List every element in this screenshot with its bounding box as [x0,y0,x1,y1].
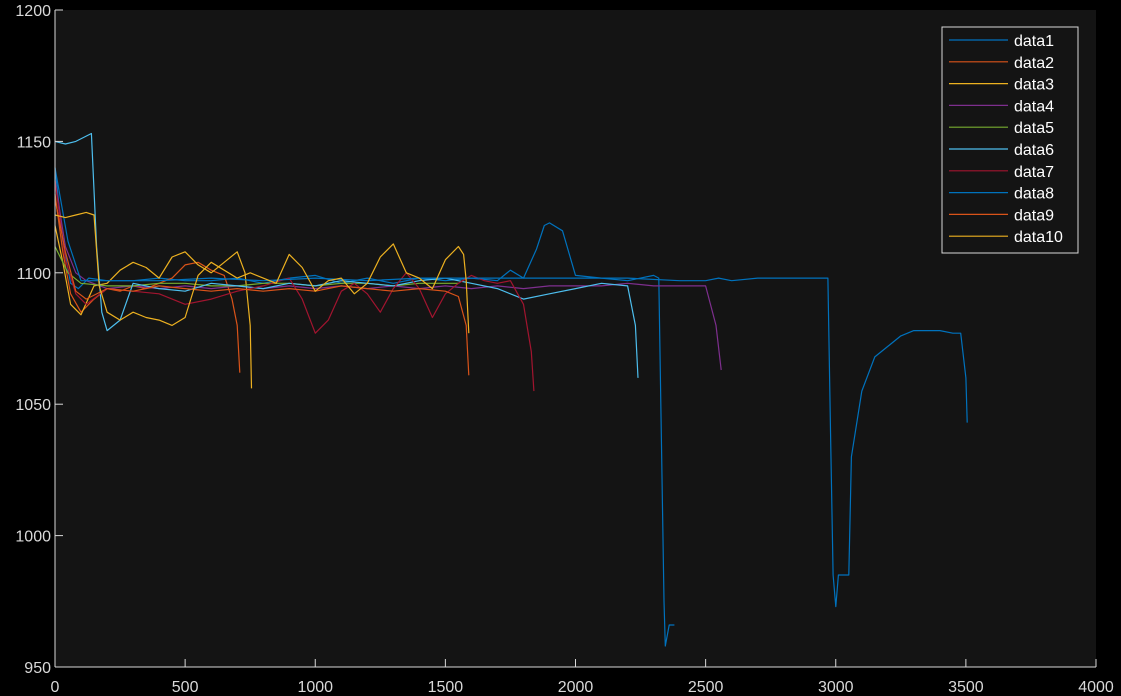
y-tick-label: 1050 [15,397,51,414]
legend-box [941,26,1079,254]
y-tick-label: 1150 [17,134,52,151]
legend-entry-label: data5 [1014,120,1054,137]
ticks-layer: 0 500 1000 1500 2000 2500 3000 3500 4000 950 1000 1… [15,3,1113,696]
series-layer [54,132,968,647]
legend-entry-label: data2 [1014,55,1054,72]
series-line-data10 [54,211,470,334]
legend-entry-label: data8 [1014,186,1054,203]
legend-entry-label: data3 [1014,77,1054,94]
x-tick-label: 3000 [818,679,854,696]
x-tick-label: 1500 [428,679,464,696]
y-tick-label: 1100 [17,266,52,283]
legend[interactable]: data1 data2 data3 data4 data5 data6 data7 data8… [941,26,1079,254]
plot-area [55,10,1096,667]
x-tick-label: 1000 [297,679,333,696]
legend-entry-label: data9 [1014,207,1054,224]
series-line-data3 [54,225,253,389]
y-tick-label: 1200 [15,3,51,20]
legend-entry-label: data10 [1014,229,1063,246]
x-tick-label: 3500 [948,679,984,696]
series-line-data8 [54,167,968,608]
x-tick-label: 500 [172,679,199,696]
y-tick-label: 1000 [15,529,51,546]
x-tick-label: 2500 [688,679,724,696]
legend-entry-label: data6 [1014,142,1054,159]
y-tick-label: 950 [24,660,51,677]
x-tick-label: 0 [51,679,60,696]
legend-entry-label: data4 [1014,98,1054,115]
x-tick-label: 2000 [558,679,594,696]
legend-entry-label: data7 [1014,164,1054,181]
x-tick-label: 4000 [1078,679,1114,696]
series-line-data7 [54,180,535,392]
legend-entry-label: data1 [1014,33,1054,50]
series-line-data9 [54,199,470,376]
